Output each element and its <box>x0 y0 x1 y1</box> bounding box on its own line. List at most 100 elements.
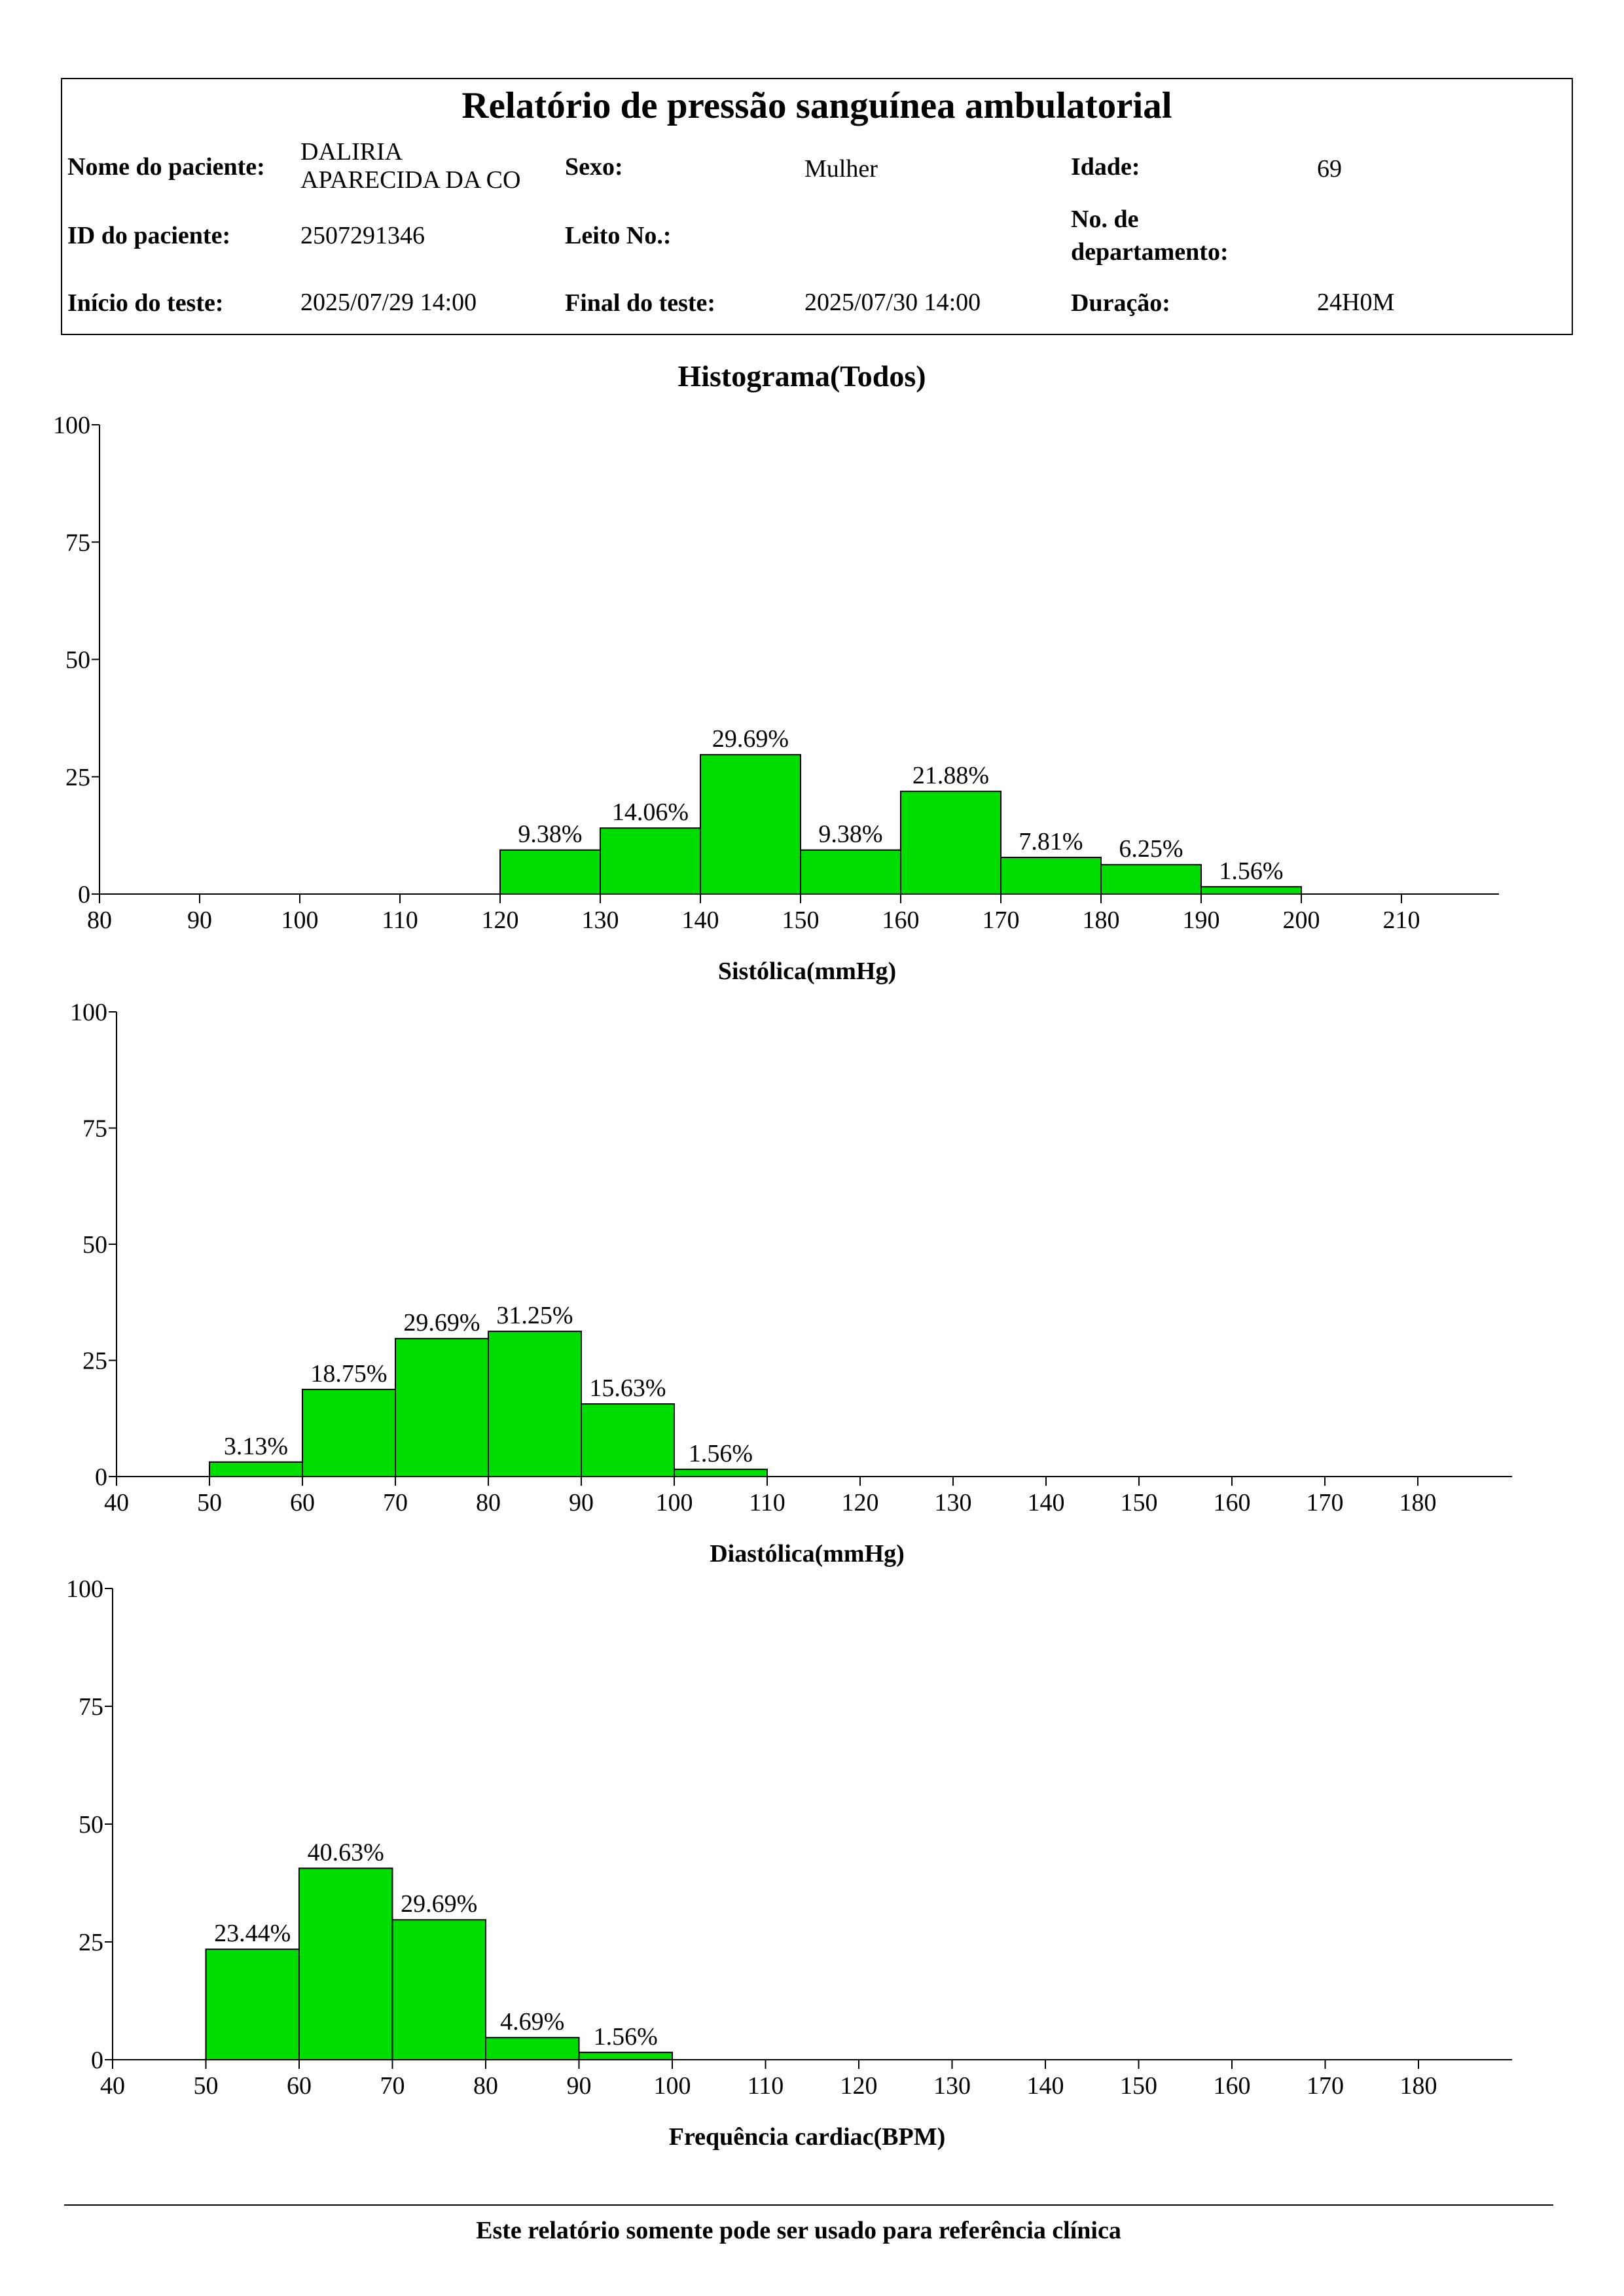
x-tick-label: 100 <box>281 906 319 934</box>
diastolic-bar-label: 3.13% <box>224 1433 288 1460</box>
diastolic-x-axis-title: Diastólica(mmHg) <box>710 1540 905 1568</box>
y-tick-label: 100 <box>66 1575 103 1603</box>
diastolic-histogram: 0 25 50 75 100 3.13% 18.75% 29.69% 31.25% 15.63% 1… <box>70 999 1512 1568</box>
x-tick-label: 40 <box>100 2072 125 2100</box>
heart-rate-bar <box>391 1919 486 2060</box>
heart-rate-bar-label: 40.63% <box>308 1839 384 1866</box>
x-tick-label: 160 <box>1214 2072 1251 2100</box>
heart-rate-bar <box>298 1867 393 2060</box>
diastolic-bar <box>581 1403 675 1477</box>
department-label-line1: No. de <box>1071 206 1139 233</box>
diastolic-bar-label: 29.69% <box>403 1309 480 1336</box>
heart-rate-bar-label: 29.69% <box>401 1890 477 1918</box>
x-tick-label: 70 <box>383 1489 408 1516</box>
y-tick-label: 25 <box>65 764 90 791</box>
x-tick-label: 100 <box>654 2072 691 2100</box>
x-tick-label: 150 <box>782 906 820 934</box>
patient-name-value-line1: DALIRIA <box>300 138 403 166</box>
report-header: Relatório de pressão sanguínea ambulator… <box>61 78 1573 335</box>
duration-value: 24H0M <box>1317 289 1395 316</box>
x-tick-label: 150 <box>1121 1489 1158 1516</box>
y-tick-label: 100 <box>70 999 107 1026</box>
y-tick-label: 50 <box>65 647 90 674</box>
systolic-bar-label: 9.38% <box>518 821 582 848</box>
x-tick-label: 120 <box>482 906 519 934</box>
department-label-line2: departamento: <box>1071 238 1229 266</box>
diastolic-bar-label: 1.56% <box>689 1440 753 1467</box>
y-tick-label: 25 <box>79 1929 103 1956</box>
y-tick-label: 25 <box>82 1348 107 1375</box>
patient-name-label: Nome do paciente: <box>67 153 265 181</box>
x-tick-label: 200 <box>1283 906 1320 934</box>
test-start-label: Início do teste: <box>67 289 224 317</box>
x-tick-label: 50 <box>194 2072 219 2100</box>
x-tick-label: 40 <box>104 1489 129 1516</box>
heart-rate-bar <box>205 1948 300 2060</box>
systolic-bar-label: 1.56% <box>1219 857 1283 885</box>
sex-value: Mulher <box>804 155 878 183</box>
systolic-bar <box>700 754 801 895</box>
diastolic-bar-label: 18.75% <box>310 1360 387 1388</box>
x-tick-label: 110 <box>748 2072 784 2100</box>
patient-name-value-line2: APARECIDA DA CO <box>300 166 521 194</box>
x-tick-label: 90 <box>569 1489 594 1516</box>
heart-rate-bar-label: 23.44% <box>214 1920 291 1947</box>
x-tick-label: 170 <box>1307 1489 1344 1516</box>
test-end-label: Final do teste: <box>565 289 716 317</box>
footer-divider <box>64 2204 1553 2206</box>
x-tick-label: 140 <box>1028 1489 1065 1516</box>
x-tick-label: 130 <box>935 1489 972 1516</box>
heart-rate-bar <box>485 2037 580 2060</box>
y-tick-label: 50 <box>82 1231 107 1259</box>
y-tick-label: 100 <box>53 412 90 439</box>
systolic-bar <box>1100 864 1202 895</box>
age-value: 69 <box>1317 155 1342 183</box>
x-tick-label: 90 <box>187 906 212 934</box>
x-tick-label: 140 <box>1027 2072 1064 2100</box>
systolic-bar-label: 7.81% <box>1019 828 1083 855</box>
heart-rate-histogram: 0 25 50 75 100 23.44% 40.63% 29.69% 4.69% 1.56% 40… <box>66 1575 1512 2151</box>
heart-rate-bar <box>578 2051 673 2061</box>
systolic-bar-label: 29.69% <box>712 725 789 753</box>
x-tick-label: 140 <box>682 906 719 934</box>
x-tick-label: 130 <box>582 906 619 934</box>
x-tick-label: 190 <box>1183 906 1220 934</box>
y-tick-label: 75 <box>65 529 90 556</box>
heart-rate-bar-label: 4.69% <box>500 2008 564 2036</box>
footer-note: Este relatório somente pode ser usado pa… <box>476 2217 1121 2244</box>
diastolic-bar-label: 31.25% <box>496 1302 573 1329</box>
y-tick-label: 50 <box>79 1811 103 1839</box>
x-tick-label: 170 <box>983 906 1020 934</box>
age-label: Idade: <box>1071 153 1140 181</box>
duration-label: Duração: <box>1071 289 1170 317</box>
x-tick-label: 160 <box>882 906 920 934</box>
x-tick-label: 100 <box>656 1489 693 1516</box>
x-tick-label: 170 <box>1307 2072 1344 2100</box>
patient-id-label: ID do paciente: <box>67 222 231 249</box>
systolic-bar <box>900 791 1001 895</box>
bed-label: Leito No.: <box>565 222 672 249</box>
x-tick-label: 110 <box>749 1489 785 1516</box>
report-title: Relatório de pressão sanguínea ambulator… <box>461 85 1172 126</box>
systolic-bar-label: 9.38% <box>818 821 882 848</box>
systolic-bar-label: 14.06% <box>612 798 689 826</box>
patient-id-value: 2507291346 <box>300 222 425 249</box>
y-tick-label: 75 <box>82 1115 107 1143</box>
systolic-bar-label: 6.25% <box>1119 835 1183 863</box>
x-tick-label: 120 <box>842 1489 879 1516</box>
diastolic-bar <box>395 1338 489 1477</box>
y-tick-label: 0 <box>78 881 90 908</box>
x-tick-label: 150 <box>1120 2072 1157 2100</box>
x-tick-label: 120 <box>840 2072 878 2100</box>
x-tick-label: 80 <box>473 2072 498 2100</box>
diastolic-bar <box>209 1461 303 1477</box>
x-tick-label: 110 <box>382 906 418 934</box>
x-tick-label: 180 <box>1399 1489 1437 1516</box>
systolic-bar <box>1000 857 1102 895</box>
diastolic-bar <box>488 1331 582 1477</box>
x-tick-label: 160 <box>1214 1489 1251 1516</box>
x-tick-label: 80 <box>476 1489 501 1516</box>
systolic-x-axis-title: Sistólica(mmHg) <box>718 958 896 985</box>
systolic-bar <box>800 849 901 895</box>
y-tick-label: 0 <box>95 1463 107 1491</box>
